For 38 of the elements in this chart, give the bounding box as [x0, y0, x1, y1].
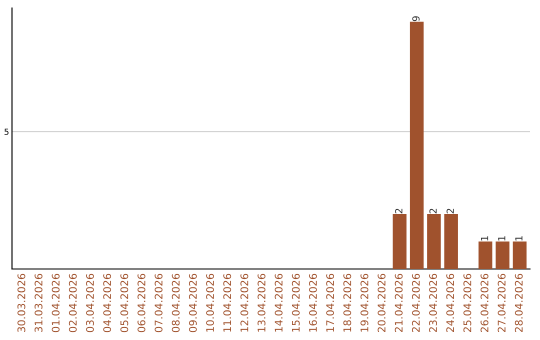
x-tick-label: 31.03.2026 — [34, 274, 42, 332]
x-tick-label: 09.04.2026 — [188, 274, 197, 332]
x-tick-label: 05.04.2026 — [120, 274, 128, 332]
x-tick-label: 19.04.2026 — [360, 274, 368, 332]
x-tick-label: 13.04.2026 — [258, 274, 266, 332]
x-tick-label: 14.04.2026 — [274, 274, 283, 332]
x-tick-label: 11.04.2026 — [223, 274, 232, 332]
x-tick-label: 16.04.2026 — [309, 274, 317, 332]
x-tick-label: 08.04.2026 — [172, 274, 180, 332]
x-tick-label: 24.04.2026 — [446, 274, 454, 332]
x-tick-label: 01.04.2026 — [52, 274, 60, 332]
data-label: 1 — [481, 236, 488, 240]
data-label: 1 — [498, 236, 506, 240]
data-label: 2 — [446, 208, 454, 214]
data-label: 1 — [515, 236, 522, 240]
x-tick-label: 02.04.2026 — [68, 274, 77, 332]
x-tick-label: 30.03.2026 — [17, 274, 26, 332]
x-tick-label: 27.04.2026 — [498, 274, 506, 332]
data-label: 2 — [429, 208, 437, 214]
x-tick-label: 15.04.2026 — [292, 274, 300, 332]
x-tick-label: 17.04.2026 — [326, 274, 334, 332]
data-label: 9 — [412, 16, 420, 22]
x-tick-label: 20.04.2026 — [378, 274, 386, 332]
x-tick-label: 25.04.2026 — [463, 274, 472, 332]
y-tick-label: 5 — [4, 128, 8, 135]
x-tick-label: 21.04.2026 — [394, 274, 403, 332]
x-tick-label: 26.04.2026 — [480, 274, 488, 332]
x-tick-label: 07.04.2026 — [154, 274, 163, 332]
x-tick-label: 18.04.2026 — [343, 274, 352, 332]
x-tick-label: 23.04.2026 — [429, 274, 437, 332]
data-label: 2 — [395, 208, 402, 214]
x-tick-label: 22.04.2026 — [412, 274, 420, 332]
x-tick-label: 06.04.2026 — [138, 274, 146, 332]
x-tick-label: 10.04.2026 — [206, 274, 214, 332]
x-tick-label: 12.04.2026 — [240, 274, 248, 332]
x-tick-label: 04.04.2026 — [103, 274, 112, 332]
x-tick-label: 03.04.2026 — [86, 274, 94, 332]
x-tick-label: 28.04.2026 — [514, 274, 523, 332]
